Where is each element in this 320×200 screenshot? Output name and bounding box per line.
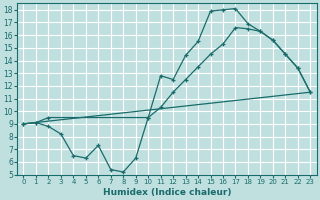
X-axis label: Humidex (Indice chaleur): Humidex (Indice chaleur)	[103, 188, 231, 197]
